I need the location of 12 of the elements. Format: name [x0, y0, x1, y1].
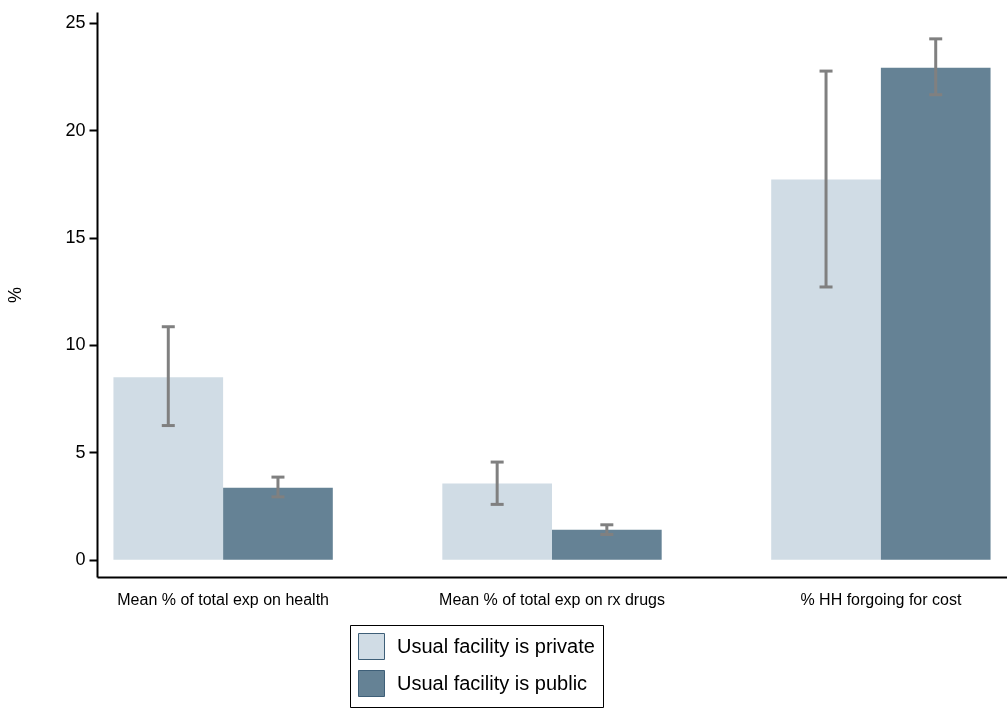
- legend-label: Usual facility is private: [397, 634, 595, 657]
- y-tick-label: 25: [65, 12, 86, 33]
- y-tick-label: 20: [65, 119, 86, 140]
- legend-label: Usual facility is public: [397, 671, 588, 694]
- x-tick-label: % HH forgoing for cost: [800, 590, 962, 608]
- y-tick-label: 0: [75, 549, 86, 570]
- y-tick-label: 10: [65, 334, 86, 355]
- y-tick-label: 5: [75, 441, 86, 462]
- x-tick-label: Mean % of total exp on rx drugs: [439, 590, 665, 608]
- y-tick-label: 15: [65, 227, 86, 248]
- y-axis-title: %: [5, 286, 26, 304]
- x-tick-label: Mean % of total exp on health: [117, 590, 329, 608]
